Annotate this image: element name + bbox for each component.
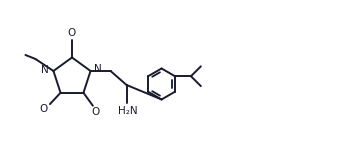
Text: O: O — [40, 104, 48, 114]
Text: O: O — [92, 107, 100, 117]
Text: N: N — [93, 64, 101, 74]
Text: O: O — [68, 28, 76, 38]
Text: N: N — [41, 65, 48, 75]
Text: H₂N: H₂N — [118, 106, 137, 116]
